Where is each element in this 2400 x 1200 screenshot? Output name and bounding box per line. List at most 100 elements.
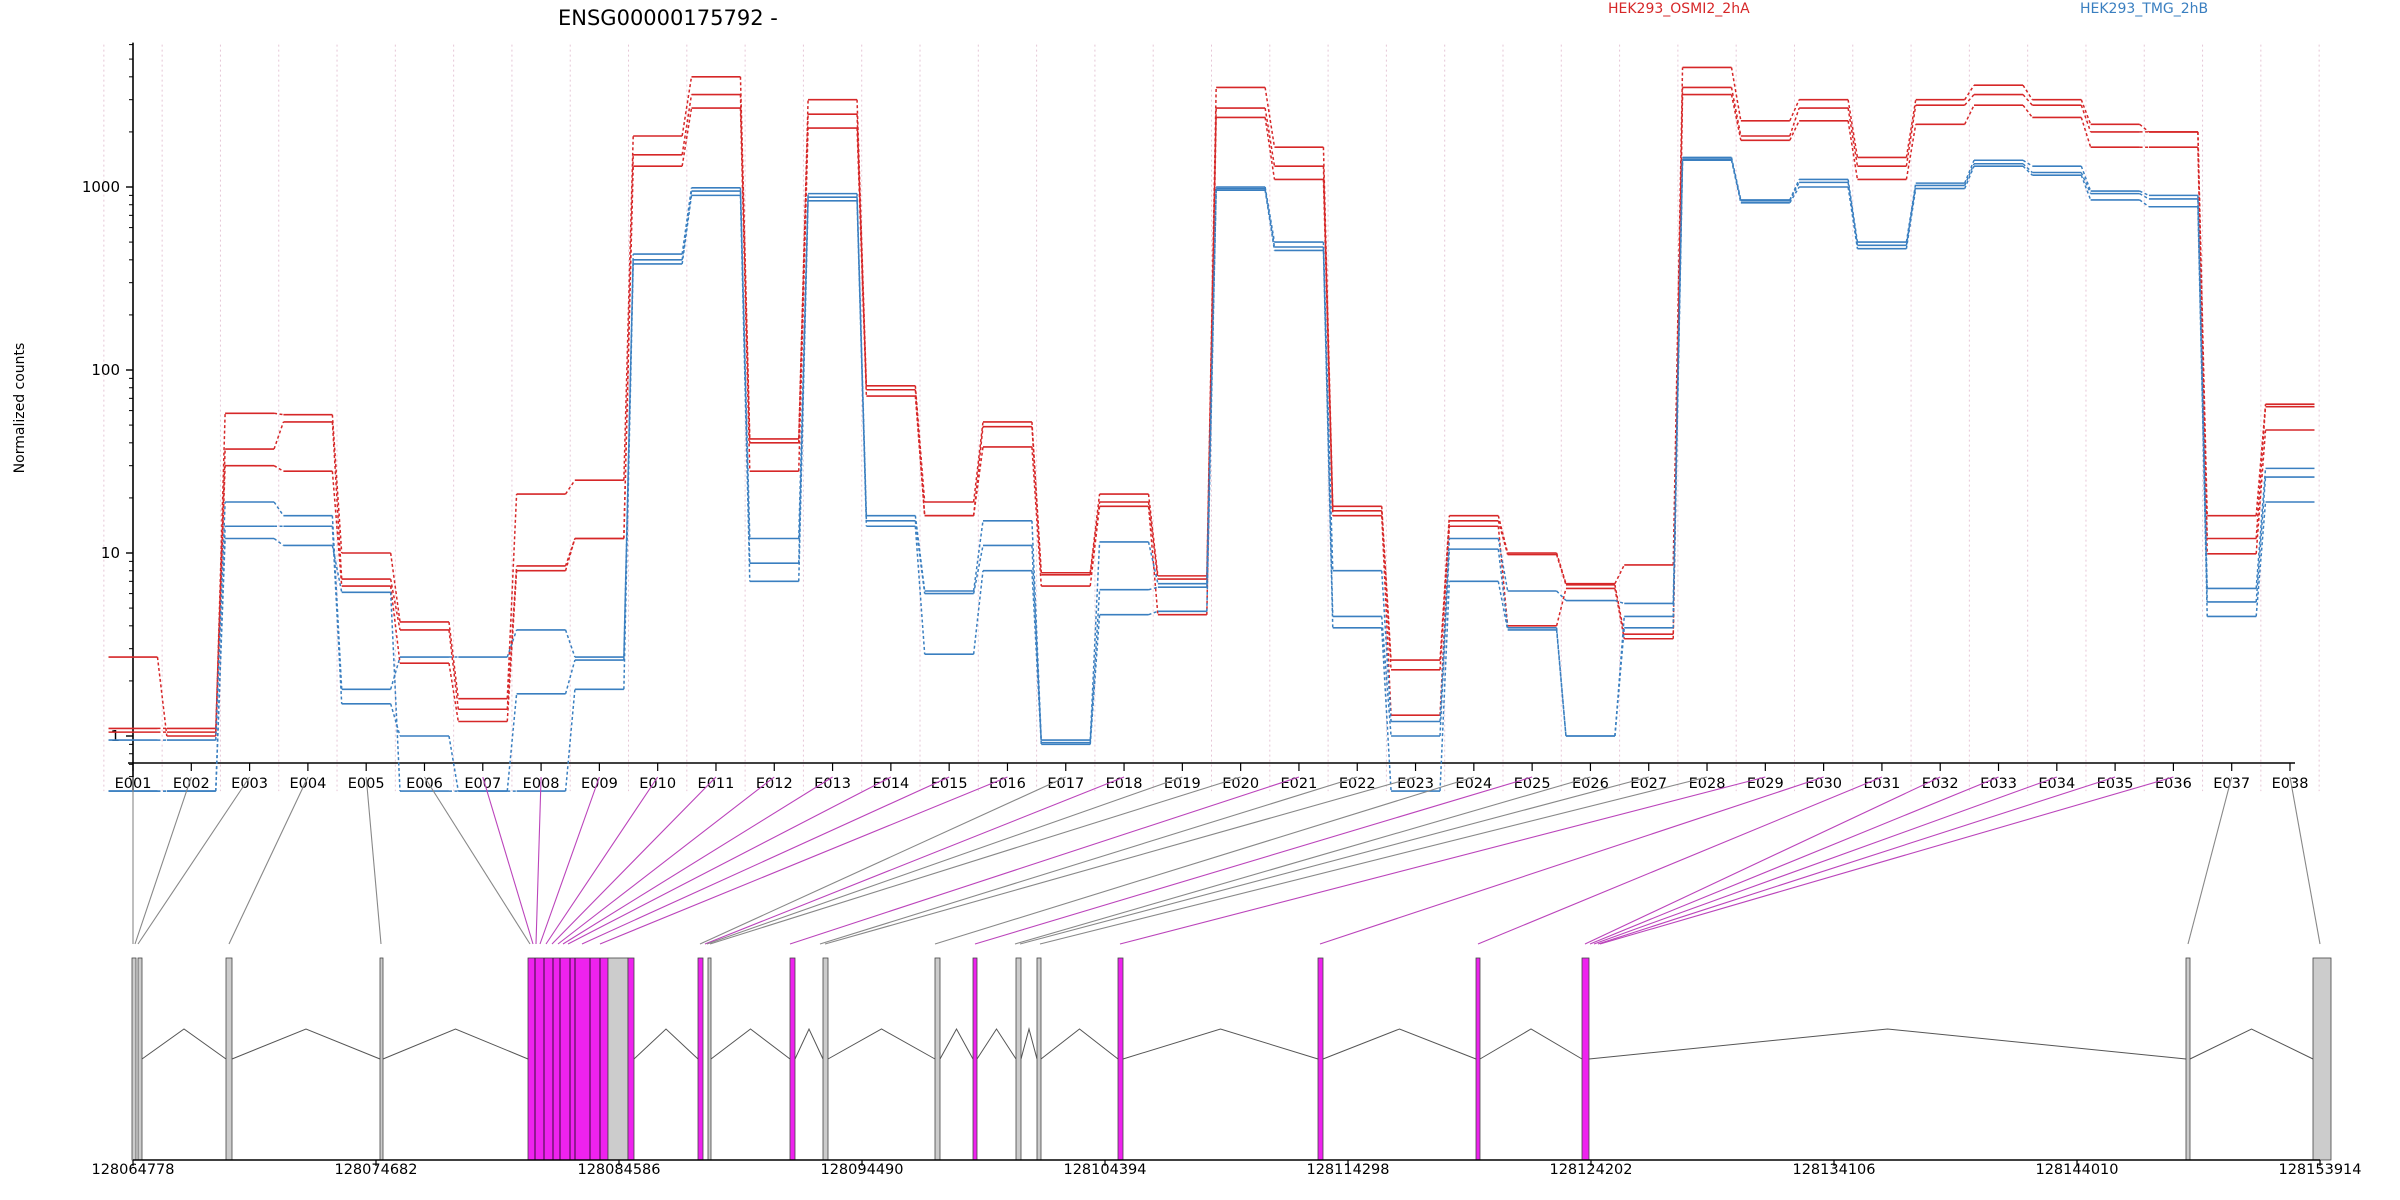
exon-block bbox=[822, 957, 829, 1161]
exon-connector bbox=[389, 703, 401, 737]
exon-connector bbox=[2022, 104, 2033, 118]
exon-connector bbox=[2022, 159, 2033, 167]
exon-connector bbox=[1439, 581, 1451, 792]
x-tick-label: E005 bbox=[348, 776, 385, 792]
exon-connector-line bbox=[551, 776, 717, 945]
exon-connector bbox=[564, 479, 576, 495]
exon-connector bbox=[1264, 190, 1276, 251]
exon-connector-line bbox=[1599, 776, 2174, 945]
exon-connector bbox=[1439, 549, 1451, 737]
exon-block-significant bbox=[972, 957, 978, 1161]
exon-connector-line bbox=[824, 776, 1416, 945]
exon-connector bbox=[2197, 198, 2208, 602]
legend-entry-osmi2: HEK293_OSMI2_2hA bbox=[1608, 1, 1750, 17]
exon-connector bbox=[389, 656, 401, 690]
exon-connector bbox=[215, 501, 226, 741]
exon-connector bbox=[2139, 199, 2150, 208]
exon-connector-line bbox=[228, 776, 309, 945]
exon-connector bbox=[1497, 549, 1509, 628]
exon-connector bbox=[389, 592, 401, 792]
gene-model bbox=[131, 957, 2332, 1161]
exon-connector bbox=[1614, 599, 1625, 605]
exon-connector bbox=[1614, 564, 1625, 584]
exon-connector-line bbox=[545, 776, 659, 945]
x-tick-label: E007 bbox=[464, 776, 501, 792]
coordinate-label: 128104394 bbox=[1063, 1162, 1146, 1178]
exon-connector bbox=[2255, 501, 2267, 617]
exon-connector-line bbox=[1119, 776, 1766, 945]
exon-connector bbox=[215, 413, 226, 737]
intron-line bbox=[794, 1027, 824, 1060]
intron-line bbox=[827, 1028, 936, 1060]
exon-connector bbox=[1672, 160, 1684, 628]
x-tick-label: E021 bbox=[1281, 776, 1318, 792]
exon-connector bbox=[1905, 124, 1917, 180]
exon-connector bbox=[389, 552, 401, 623]
exon-connector bbox=[2255, 468, 2267, 589]
exon-connector bbox=[972, 520, 984, 592]
exon-connector-line bbox=[535, 776, 542, 945]
x-tick-label: E014 bbox=[872, 776, 909, 792]
exon-connector bbox=[972, 570, 984, 655]
exon-block bbox=[379, 957, 384, 1161]
exon-connector bbox=[2080, 172, 2092, 194]
exon-connector-line bbox=[567, 776, 892, 945]
intron-line bbox=[633, 1028, 699, 1060]
exon-connector-line bbox=[934, 776, 1475, 945]
exon-block bbox=[225, 957, 233, 1161]
exon-connector bbox=[1380, 616, 1392, 737]
exon-connector bbox=[1497, 520, 1509, 555]
exon-block bbox=[2185, 957, 2191, 1161]
exon-connector bbox=[1964, 84, 1975, 101]
exon-connector bbox=[1497, 515, 1509, 554]
exon-connector bbox=[914, 520, 926, 594]
x-tick-label: E003 bbox=[231, 776, 268, 792]
exon-connector bbox=[914, 385, 926, 503]
exon-connector bbox=[1089, 506, 1101, 587]
exon-connector bbox=[1206, 190, 1217, 612]
exon-connector-line bbox=[557, 776, 775, 945]
exon-connector bbox=[1031, 426, 1043, 575]
y-tick-label: 1000 bbox=[82, 178, 120, 196]
intron-line bbox=[1322, 1028, 1477, 1060]
exon-connector-line bbox=[974, 776, 1533, 945]
intron-line bbox=[1122, 1028, 1319, 1060]
x-tick-label: E025 bbox=[1514, 776, 1551, 792]
exon-connector bbox=[156, 656, 168, 737]
x-tick-label: E013 bbox=[814, 776, 851, 792]
exon-connector bbox=[1264, 107, 1276, 167]
y-axis: 1 10 100 1000 bbox=[82, 42, 134, 792]
exon-connector bbox=[1322, 147, 1334, 507]
exon-connector-line bbox=[562, 776, 833, 945]
exon-connector-line bbox=[1597, 776, 2116, 945]
exon-connector bbox=[1672, 157, 1684, 604]
exon-connector bbox=[2080, 165, 2092, 192]
exon-connector bbox=[564, 689, 576, 792]
exon-connector bbox=[1614, 584, 1625, 635]
exon-connector bbox=[1789, 99, 1800, 122]
exon-connector bbox=[856, 128, 868, 397]
exon-connector bbox=[1730, 160, 1742, 203]
exon-connector bbox=[1614, 627, 1625, 737]
exon-block bbox=[2312, 957, 2332, 1161]
exon-connector bbox=[2139, 190, 2150, 197]
x-tick-label: E023 bbox=[1397, 776, 1434, 792]
exon-connector-line bbox=[789, 776, 1300, 945]
x-tick-label: E038 bbox=[2272, 776, 2309, 792]
exon-block-significant bbox=[1117, 957, 1124, 1161]
exon-connector bbox=[506, 629, 518, 658]
exon-connector bbox=[1264, 117, 1276, 180]
series-HEK293_OSMI2_2hA bbox=[108, 86, 2315, 730]
exon-connector bbox=[331, 545, 343, 593]
x-tick-label: E024 bbox=[1455, 776, 1492, 792]
exon-connector bbox=[1089, 589, 1101, 743]
y-tick-label: 100 bbox=[91, 361, 120, 379]
exon-connector-line bbox=[1593, 776, 2057, 945]
exon-connector bbox=[331, 421, 343, 580]
exon-connector bbox=[1147, 506, 1159, 615]
exon-connector-lines bbox=[132, 776, 2321, 945]
y-tick-label: 1 bbox=[110, 727, 120, 745]
exon-connector bbox=[739, 187, 751, 539]
exon-connector bbox=[856, 200, 868, 527]
exon-connector bbox=[1905, 188, 1917, 249]
